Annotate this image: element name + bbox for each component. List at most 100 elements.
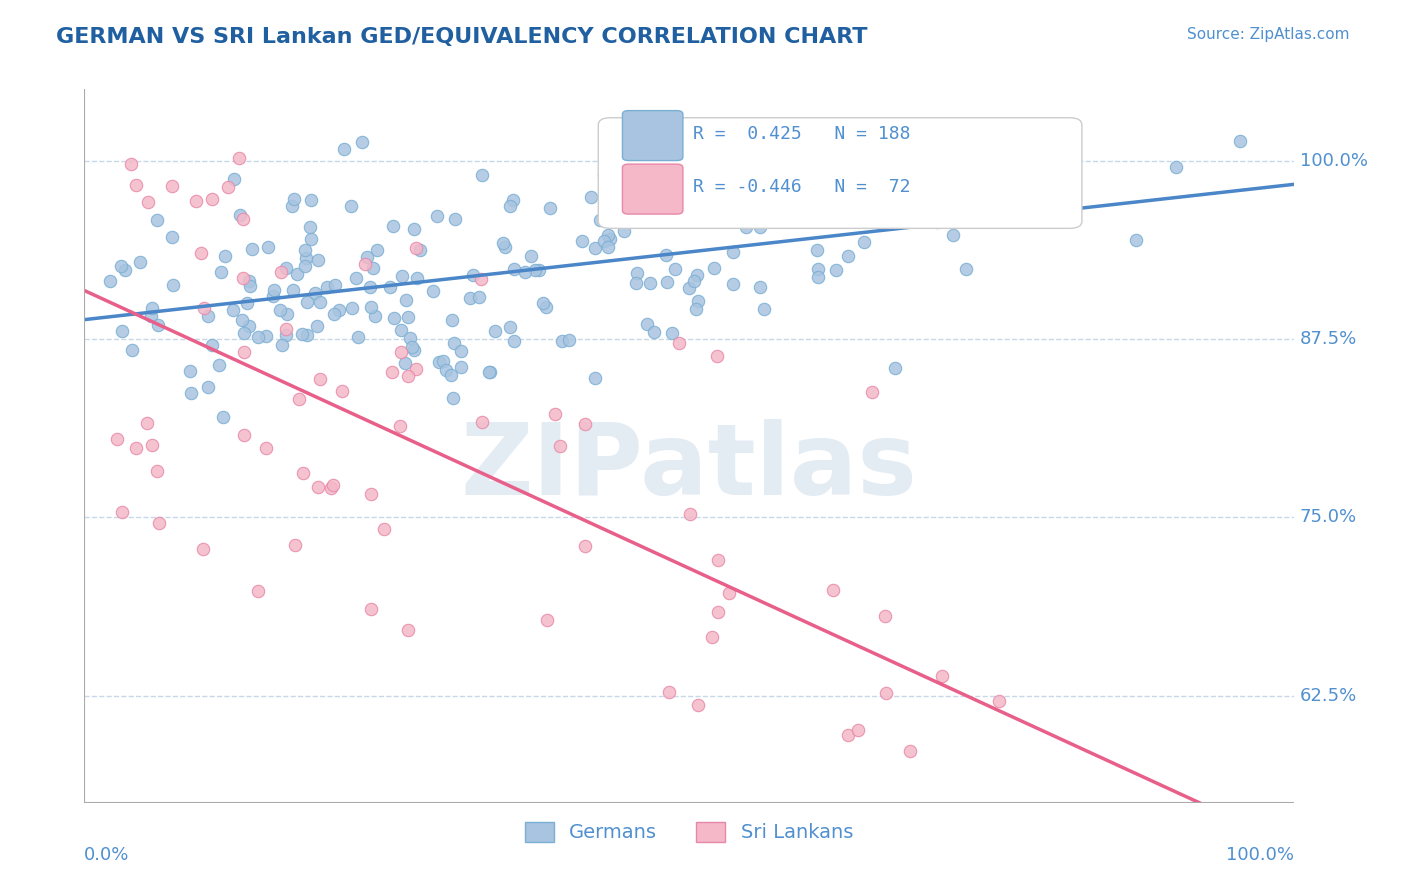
- Text: GERMAN VS SRI Lankan GED/EQUIVALENCY CORRELATION CHART: GERMAN VS SRI Lankan GED/EQUIVALENCY COR…: [56, 27, 868, 46]
- Germans: [224, 172, 246, 186]
- Sri Lankans: [873, 608, 896, 623]
- Sri Lankans: [898, 744, 921, 758]
- Sri Lankans: [381, 365, 404, 379]
- Germans: [583, 241, 606, 255]
- Sri Lankans: [191, 541, 214, 556]
- Germans: [655, 275, 678, 289]
- Germans: [458, 292, 481, 306]
- Germans: [551, 334, 574, 348]
- Germans: [305, 319, 328, 334]
- Germans: [503, 334, 526, 348]
- Germans: [524, 263, 547, 277]
- Germans: [534, 300, 557, 314]
- Sri Lankans: [837, 728, 859, 742]
- Germans: [404, 222, 426, 236]
- Germans: [141, 301, 163, 315]
- Germans: [643, 325, 665, 339]
- Germans: [761, 192, 783, 206]
- Germans: [440, 368, 463, 382]
- Sri Lankans: [141, 438, 163, 452]
- Sri Lankans: [707, 553, 730, 567]
- Germans: [718, 207, 741, 221]
- Sri Lankans: [846, 723, 869, 738]
- Germans: [681, 186, 703, 200]
- Sri Lankans: [233, 345, 256, 359]
- Germans: [624, 276, 647, 290]
- Germans: [404, 343, 426, 357]
- Germans: [294, 251, 316, 265]
- Germans: [240, 243, 263, 257]
- Germans: [276, 307, 298, 321]
- Germans: [942, 228, 965, 243]
- Sri Lankans: [136, 416, 159, 430]
- Germans: [503, 262, 526, 277]
- Germans: [270, 338, 292, 352]
- Sri Lankans: [668, 335, 690, 350]
- Sri Lankans: [658, 684, 681, 698]
- Germans: [308, 295, 330, 310]
- Germans: [238, 319, 260, 334]
- Sri Lankans: [875, 686, 897, 700]
- Sri Lankans: [574, 417, 596, 431]
- Germans: [806, 243, 828, 257]
- Germans: [824, 262, 846, 277]
- Germans: [688, 293, 710, 308]
- Germans: [111, 324, 134, 338]
- Germans: [254, 328, 277, 343]
- Sri Lankans: [405, 241, 427, 255]
- Germans: [247, 330, 270, 344]
- Germans: [702, 260, 724, 275]
- Sri Lankans: [284, 538, 307, 552]
- Germans: [422, 284, 444, 298]
- Germans: [837, 249, 859, 263]
- Germans: [531, 295, 554, 310]
- Germans: [299, 232, 322, 246]
- Sri Lankans: [931, 669, 953, 683]
- Germans: [749, 219, 772, 234]
- Germans: [396, 310, 419, 325]
- Germans: [721, 277, 744, 291]
- Germans: [752, 301, 775, 316]
- Sri Lankans: [254, 441, 277, 455]
- Germans: [599, 232, 621, 246]
- Sri Lankans: [821, 582, 844, 597]
- Germans: [262, 289, 284, 303]
- Text: R =  0.425   N = 188: R = 0.425 N = 188: [693, 125, 910, 143]
- Sri Lankans: [246, 584, 269, 599]
- Germans: [359, 279, 381, 293]
- Germans: [884, 361, 907, 376]
- Germans: [638, 276, 661, 290]
- Sri Lankans: [707, 606, 730, 620]
- Germans: [444, 212, 467, 227]
- Sri Lankans: [544, 407, 567, 421]
- Germans: [655, 248, 678, 262]
- Sri Lankans: [232, 211, 254, 226]
- Germans: [440, 313, 463, 327]
- Germans: [661, 326, 683, 341]
- FancyBboxPatch shape: [599, 118, 1083, 228]
- Germans: [179, 364, 201, 378]
- Germans: [817, 139, 839, 153]
- Germans: [409, 244, 432, 258]
- Sri Lankans: [322, 478, 344, 492]
- Germans: [494, 240, 516, 254]
- Germans: [323, 278, 346, 293]
- Sri Lankans: [288, 392, 311, 407]
- Germans: [235, 296, 257, 310]
- Germans: [683, 274, 706, 288]
- Germans: [478, 365, 501, 379]
- Germans: [323, 307, 346, 321]
- Germans: [499, 320, 522, 334]
- Germans: [450, 360, 472, 375]
- Germans: [356, 250, 378, 264]
- Germans: [991, 154, 1014, 169]
- Germans: [344, 271, 367, 285]
- Sri Lankans: [125, 178, 148, 192]
- Sri Lankans: [309, 372, 332, 386]
- Germans: [295, 295, 318, 310]
- Germans: [256, 240, 278, 254]
- Germans: [499, 199, 522, 213]
- Germans: [121, 343, 143, 358]
- Germans: [274, 327, 297, 342]
- Germans: [299, 220, 322, 235]
